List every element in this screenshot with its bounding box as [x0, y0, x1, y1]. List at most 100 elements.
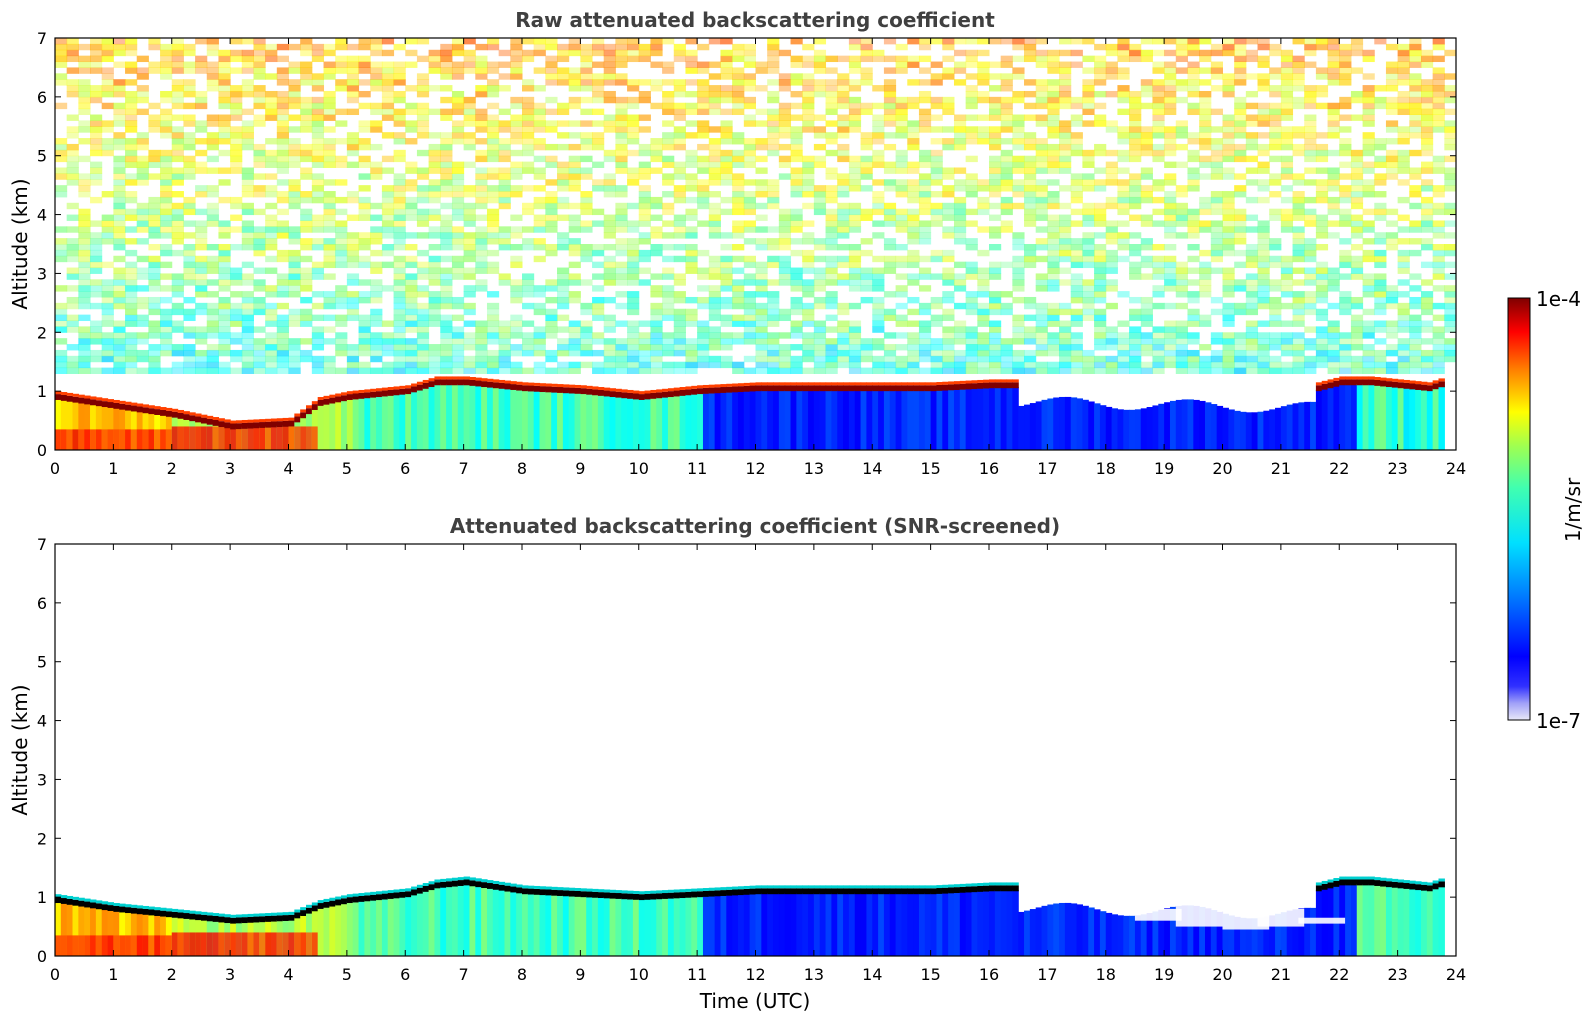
noise-cell — [895, 355, 908, 363]
noise-cell — [55, 73, 68, 80]
noise-cell — [813, 55, 827, 63]
noise-cell — [1012, 179, 1025, 186]
noise-cell — [883, 161, 897, 168]
noise-cell — [533, 49, 546, 57]
noise-cell — [1175, 332, 1188, 339]
noise-cell — [160, 73, 173, 80]
noise-cell — [673, 143, 686, 151]
cloud-layer-band — [241, 422, 249, 429]
noise-cell — [545, 61, 558, 68]
noise-cell — [1269, 138, 1282, 145]
noise-cell — [1129, 49, 1142, 57]
noise-cell — [1000, 38, 1013, 45]
noise-cell — [1409, 55, 1422, 63]
noise-cell — [930, 167, 943, 174]
noise-cell — [1070, 238, 1083, 245]
noise-cell — [1117, 361, 1130, 369]
noise-cell — [451, 226, 465, 233]
noise-cell — [1315, 308, 1329, 316]
noise-cell — [825, 355, 838, 363]
noise-cell — [673, 196, 686, 204]
noise-cell — [848, 167, 862, 174]
noise-cell — [195, 238, 208, 245]
noise-cell — [603, 220, 616, 227]
noise-cell — [1315, 220, 1329, 227]
noise-cell — [1012, 161, 1025, 168]
noise-cell — [953, 326, 967, 333]
noise-cell — [66, 79, 79, 86]
noise-cell — [895, 43, 908, 51]
noise-cell — [662, 361, 675, 369]
noise-cell — [218, 96, 231, 104]
noise-cell — [1374, 208, 1387, 216]
noise-cell — [825, 273, 838, 280]
noise-cell — [276, 167, 289, 174]
noise-cell — [183, 67, 196, 74]
noise-cell — [241, 338, 254, 345]
noise-cell — [416, 114, 430, 121]
noise-cell — [1350, 220, 1364, 227]
noise-cell — [650, 344, 663, 351]
noise-cell — [1035, 367, 1048, 374]
noise-cell — [288, 191, 301, 198]
noise-cell — [440, 338, 453, 345]
noise-cell — [848, 220, 862, 227]
noise-cell — [522, 114, 535, 121]
noise-cell — [743, 338, 756, 345]
noise-cell — [673, 279, 686, 286]
noise-cell — [416, 220, 430, 227]
noise-cell — [1210, 191, 1223, 198]
noise-cell — [206, 308, 219, 316]
noise-cell — [942, 167, 955, 174]
noise-cell — [113, 332, 126, 339]
noise-cell — [1327, 114, 1340, 121]
noise-cell — [78, 79, 91, 86]
noise-cell — [953, 49, 967, 57]
noise-cell — [66, 132, 79, 139]
noise-cell — [848, 43, 862, 51]
noise-cell — [767, 238, 780, 245]
noise-cell — [486, 138, 500, 145]
noise-cell — [125, 361, 138, 369]
noise-cell — [1409, 49, 1422, 57]
noise-cell — [335, 208, 348, 216]
noise-cell — [673, 161, 686, 168]
noise-cell — [370, 73, 383, 80]
noise-cell — [942, 349, 955, 357]
noise-cell — [370, 344, 383, 351]
noise-cell — [416, 320, 430, 327]
noise-cell — [323, 102, 336, 110]
noise-cell — [323, 291, 336, 298]
noise-cell — [918, 367, 932, 374]
noise-cell — [627, 102, 640, 110]
noise-cell — [1117, 185, 1130, 192]
noise-cell — [790, 126, 803, 133]
noise-cell — [627, 38, 640, 45]
noise-cell — [125, 126, 138, 133]
noise-cell — [1129, 249, 1142, 257]
noise-cell — [1257, 361, 1270, 369]
noise-cell — [907, 138, 920, 145]
noise-cell — [790, 367, 803, 374]
noise-cell — [311, 114, 325, 121]
noise-cell — [311, 102, 325, 110]
noise-cell — [989, 202, 1002, 210]
noise-cell — [136, 90, 149, 98]
noise-cell — [1000, 173, 1013, 180]
noise-cell — [883, 55, 897, 63]
noise-cell — [1350, 90, 1364, 98]
noise-cell — [848, 338, 862, 345]
noise-cell — [1327, 55, 1340, 63]
noise-cell — [1047, 79, 1060, 86]
noise-cell — [405, 102, 418, 110]
noise-cell — [1304, 361, 1317, 369]
noise-cell — [1117, 344, 1130, 351]
cloud-layer-edge — [136, 403, 144, 407]
noise-cell — [66, 179, 79, 186]
noise-cell — [942, 143, 955, 151]
noise-cell — [90, 261, 103, 269]
noise-cell — [1094, 273, 1107, 280]
noise-cell — [1140, 149, 1153, 157]
noise-cell — [1035, 344, 1048, 351]
noise-cell — [148, 320, 161, 327]
